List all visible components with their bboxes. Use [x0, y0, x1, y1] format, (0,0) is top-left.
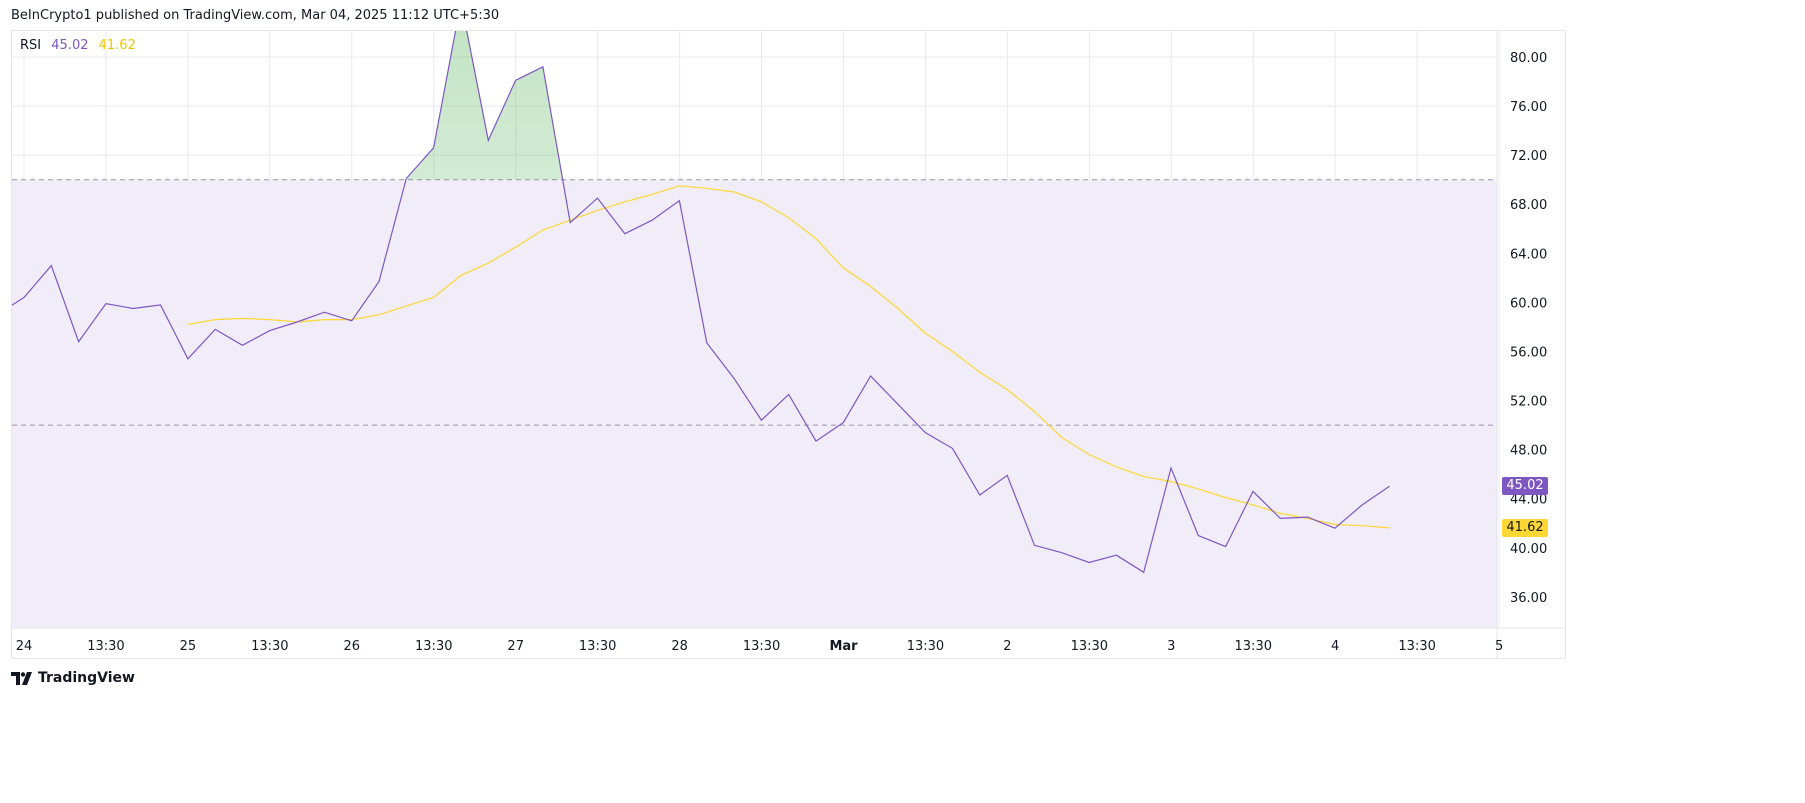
- x-tick-label: 13:30: [87, 639, 124, 654]
- overbought-fill: [405, 31, 563, 180]
- x-tick-label: 2: [1003, 639, 1011, 654]
- x-tick-label: 13:30: [907, 639, 944, 654]
- rsi-line: [12, 31, 1390, 574]
- indicator-name: RSI: [20, 38, 42, 53]
- x-tick-label: 25: [180, 639, 197, 654]
- y-tick-label: 48.00: [1510, 444, 1547, 459]
- y-tick-label: 36.00: [1510, 591, 1547, 606]
- x-tick-label: 13:30: [1398, 639, 1435, 654]
- x-tick-label: 26: [344, 639, 361, 654]
- x-tick-label: 3: [1167, 639, 1175, 654]
- y-tick-label: 52.00: [1510, 395, 1547, 410]
- x-tick-label: 5: [1495, 639, 1503, 654]
- y-tick-label: 60.00: [1510, 296, 1547, 311]
- x-tick-label: 24: [16, 639, 33, 654]
- y-tick-label: 64.00: [1510, 247, 1547, 262]
- rsi-band-background: [12, 179, 1497, 628]
- x-tick-label: 4: [1331, 639, 1339, 654]
- y-tick-label: 44.00: [1510, 493, 1547, 508]
- x-tick-label: 27: [507, 639, 524, 654]
- rsi-last-value-badge: 45.02: [1502, 477, 1548, 496]
- ma-value: 41.62: [98, 38, 136, 53]
- publisher-attribution: BeInCrypto1 published on TradingView.com…: [11, 8, 500, 23]
- x-tick-label: 13:30: [251, 639, 288, 654]
- x-tick-label: 28: [671, 639, 688, 654]
- y-tick-label: 56.00: [1510, 345, 1547, 360]
- time-axis[interactable]: 24 13:30 25 13:30 26 13:30 27 13:30 28 13:30 Mar 13…: [16, 639, 1504, 654]
- x-tick-label: 13:30: [579, 639, 616, 654]
- tradingview-branding[interactable]: TradingView: [11, 670, 135, 686]
- x-tick-label: 13:30: [1071, 639, 1108, 654]
- price-axis[interactable]: 80.00 76.00 72.00 68.00 64.00 60.00 56.00 52.00…: [1510, 51, 1547, 606]
- x-tick-label: Mar: [829, 639, 858, 654]
- chart-frame: [11, 30, 1566, 659]
- x-tick-label: 13:30: [415, 639, 452, 654]
- y-tick-label: 80.00: [1510, 51, 1547, 66]
- y-tick-label: 72.00: [1510, 149, 1547, 164]
- rsi-value: 45.02: [51, 38, 89, 53]
- y-tick-label: 68.00: [1510, 198, 1547, 213]
- rsi-ma-line: [187, 185, 1390, 529]
- tradingview-logo-icon: [11, 671, 32, 685]
- brand-name: TradingView: [38, 670, 135, 686]
- x-tick-label: 13:30: [743, 639, 780, 654]
- x-tick-label: 13:30: [1235, 639, 1272, 654]
- y-tick-label: 76.00: [1510, 100, 1547, 115]
- ma-last-value-badge: 41.62: [1502, 518, 1548, 537]
- y-tick-label: 40.00: [1510, 542, 1547, 557]
- indicator-legend[interactable]: RSI 45.02 41.62: [20, 38, 142, 53]
